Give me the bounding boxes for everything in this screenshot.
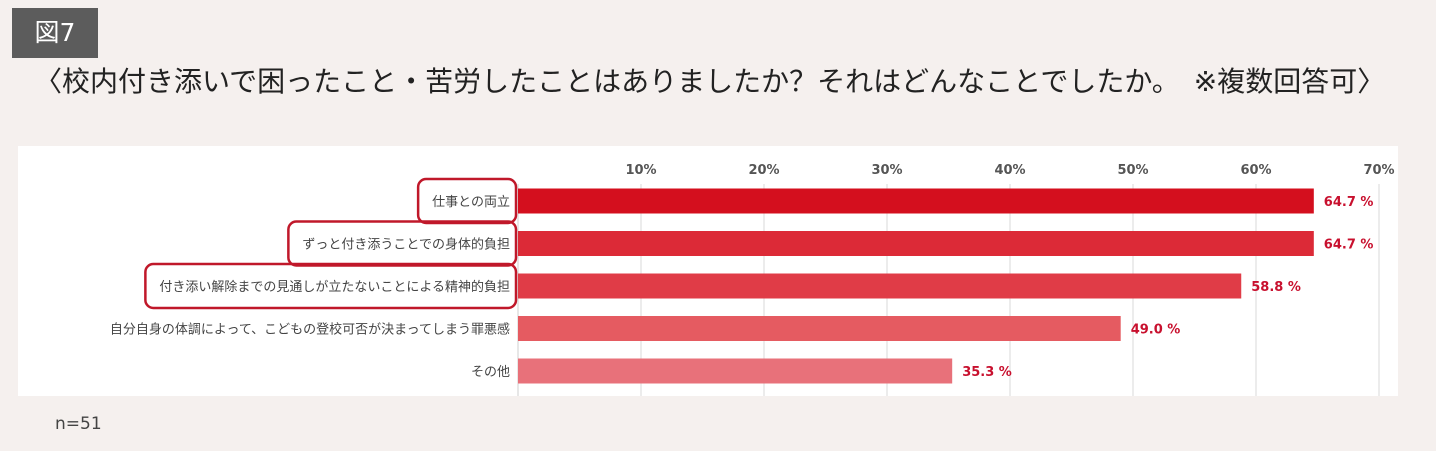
value-label: 64.7 % — [1324, 238, 1374, 253]
highlight-frame — [287, 220, 518, 267]
highlight-frame — [416, 177, 518, 225]
bar — [518, 188, 1314, 214]
value-label: 49.0 % — [1131, 323, 1181, 338]
x-tick-label: 50% — [1117, 163, 1148, 178]
highlight-frame — [144, 262, 518, 310]
value-label: 58.8 % — [1251, 280, 1301, 295]
figure-label: 図7 — [12, 8, 98, 58]
x-tick-label: 10% — [625, 163, 656, 178]
x-tick-label: 30% — [871, 163, 902, 178]
bar-chart: 10% 20% 30% 40% 50% 60% 70% 仕事との両立 64.7 % ずっと付き添う… — [110, 163, 1395, 396]
bar — [518, 316, 1121, 341]
x-tick-label: 60% — [1240, 163, 1271, 178]
x-tick-label: 20% — [748, 163, 779, 178]
category-label: その他 — [471, 365, 510, 380]
value-label: 35.3 % — [962, 365, 1012, 380]
bar — [518, 273, 1242, 299]
x-tick-label: 40% — [994, 163, 1025, 178]
x-tick-label: 70% — [1363, 163, 1394, 178]
category-label: 仕事との両立 — [432, 195, 510, 210]
bar — [518, 358, 953, 384]
category-label: 付き添い解除までの見通しが立たないことによる精神的負担 — [159, 279, 510, 295]
bar — [518, 231, 1314, 256]
value-label: 64.7 % — [1324, 195, 1374, 210]
category-label: ずっと付き添うことでの身体的負担 — [302, 237, 510, 253]
chart-panel: 10% 20% 30% 40% 50% 60% 70% 仕事との両立 64.7 % ずっと付き添う… — [18, 146, 1398, 396]
sample-size-note: n=51 — [55, 414, 102, 434]
chart-question-title: 〈校内付き添いで困ったこと・苦労したことはありましたか？それはどんなことでしたか… — [34, 65, 1386, 98]
category-label: 自分自身の体調によって、こどもの登校可否が決まってしまう罪悪感 — [110, 322, 510, 338]
